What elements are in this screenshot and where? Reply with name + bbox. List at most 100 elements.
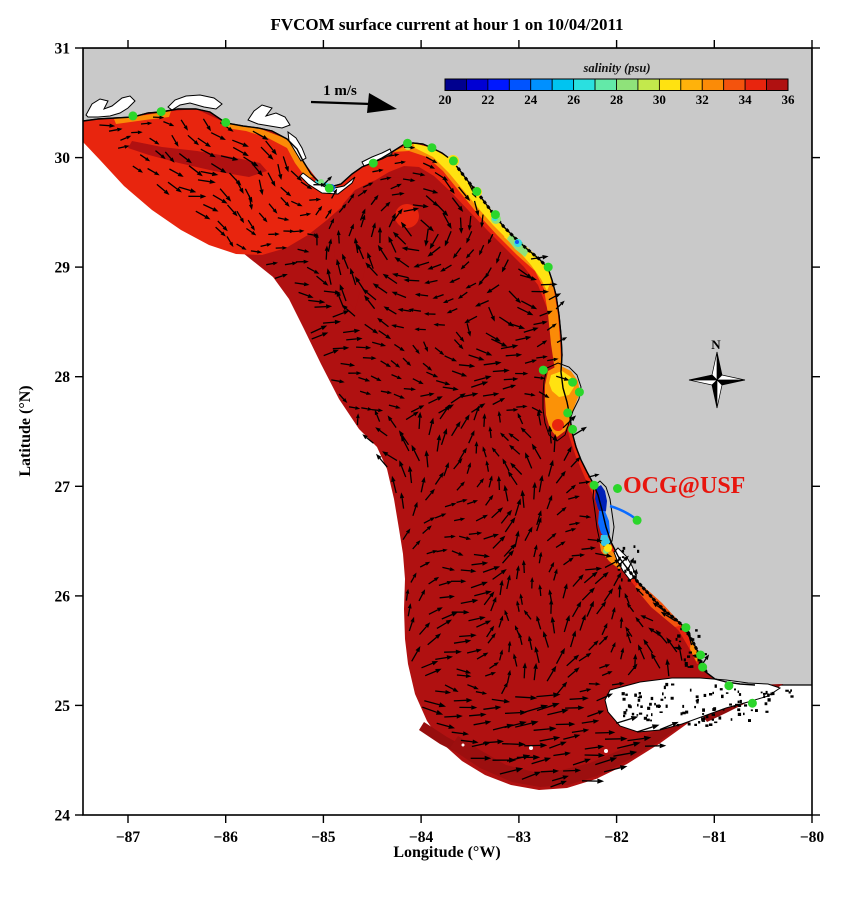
island-speckle (627, 579, 631, 582)
vector-head (451, 502, 457, 507)
current-vector (572, 574, 584, 587)
vector-head (193, 140, 199, 146)
vector-shaft (370, 198, 377, 206)
vector-head (303, 259, 309, 264)
vector-head (177, 172, 184, 177)
current-vector (367, 252, 374, 269)
vector-shaft (476, 348, 488, 354)
vector-head (643, 735, 652, 742)
vector-head (242, 142, 249, 147)
vector-shaft (653, 657, 661, 669)
island-speckle (663, 685, 666, 690)
vector-head (472, 598, 479, 604)
current-vector (458, 186, 471, 201)
vector-shaft (410, 407, 420, 413)
colorbar-tick-label: 32 (696, 92, 709, 107)
vector-head (499, 579, 504, 586)
current-vector (412, 540, 421, 550)
current-vector (455, 331, 465, 343)
current-vector (357, 243, 365, 260)
vector-head (324, 245, 329, 251)
colorbar-segment (530, 78, 553, 91)
current-vector (506, 574, 511, 590)
vector-head (446, 222, 452, 229)
current-vector (500, 432, 509, 442)
vector-shaft (498, 415, 501, 423)
vector-head (429, 488, 435, 495)
island-speckle (701, 717, 704, 721)
vector-head (444, 404, 451, 411)
vector-shaft (474, 377, 486, 382)
current-vector (403, 207, 419, 213)
vector-shaft (665, 614, 676, 622)
current-vector (410, 572, 417, 583)
current-vector (518, 632, 523, 645)
vector-shaft (311, 334, 323, 340)
island-speckle (690, 665, 694, 668)
current-vector (336, 258, 342, 276)
vector-shaft (367, 299, 376, 310)
vector-shaft (588, 643, 596, 651)
vector-head (554, 568, 558, 574)
vector-shaft (372, 169, 379, 173)
current-vector (460, 739, 479, 744)
vector-head (589, 587, 595, 594)
vector-shaft (390, 419, 397, 428)
vector-head (278, 174, 283, 180)
vector-shaft (453, 518, 461, 522)
vector-head (562, 337, 568, 341)
current-vector (456, 499, 468, 504)
current-vector (451, 421, 461, 437)
vector-shaft (331, 379, 340, 382)
current-vector (466, 462, 471, 474)
vector-head (413, 501, 418, 508)
current-vector (331, 188, 338, 199)
vector-shaft (483, 707, 496, 710)
current-vector (579, 614, 586, 631)
current-vector (444, 684, 459, 692)
vector-shaft (424, 492, 432, 501)
vector-head (491, 632, 496, 639)
current-vector (370, 222, 376, 238)
current-vector (466, 648, 482, 654)
vector-head (284, 217, 290, 221)
vector-shaft (453, 461, 460, 470)
current-vector (521, 771, 542, 780)
current-vector (483, 705, 502, 710)
current-vector (377, 226, 383, 244)
vector-head (551, 323, 557, 328)
current-vector (531, 289, 549, 294)
vector-head (575, 768, 582, 773)
vector-shaft (629, 606, 635, 613)
current-vector (519, 593, 523, 605)
vector-shaft (425, 195, 435, 204)
current-vector (362, 434, 374, 444)
vector-shaft (425, 228, 429, 241)
current-vector (428, 417, 434, 436)
current-vector (595, 757, 618, 766)
vector-shaft (434, 514, 443, 519)
vector-shaft (476, 622, 487, 628)
vector-head (395, 405, 401, 409)
vector-shaft (149, 137, 156, 143)
current-vector (325, 208, 332, 219)
current-vector (546, 323, 557, 331)
current-vector (380, 390, 393, 395)
vector-shaft (555, 652, 563, 665)
current-vector (108, 127, 123, 132)
vector-head (632, 663, 638, 670)
vector-shaft (299, 213, 307, 217)
current-vector (547, 357, 559, 362)
vector-shaft (180, 119, 186, 127)
vector-shaft (325, 212, 330, 219)
current-vector (488, 306, 495, 322)
vector-shaft (426, 371, 434, 376)
vector-head (635, 587, 641, 593)
vector-shaft (503, 259, 509, 268)
current-vector (563, 557, 574, 566)
vector-head (532, 481, 537, 488)
vector-shaft (552, 622, 556, 634)
vector-shaft (432, 263, 442, 269)
current-vector (617, 741, 641, 749)
vector-head (497, 507, 504, 513)
